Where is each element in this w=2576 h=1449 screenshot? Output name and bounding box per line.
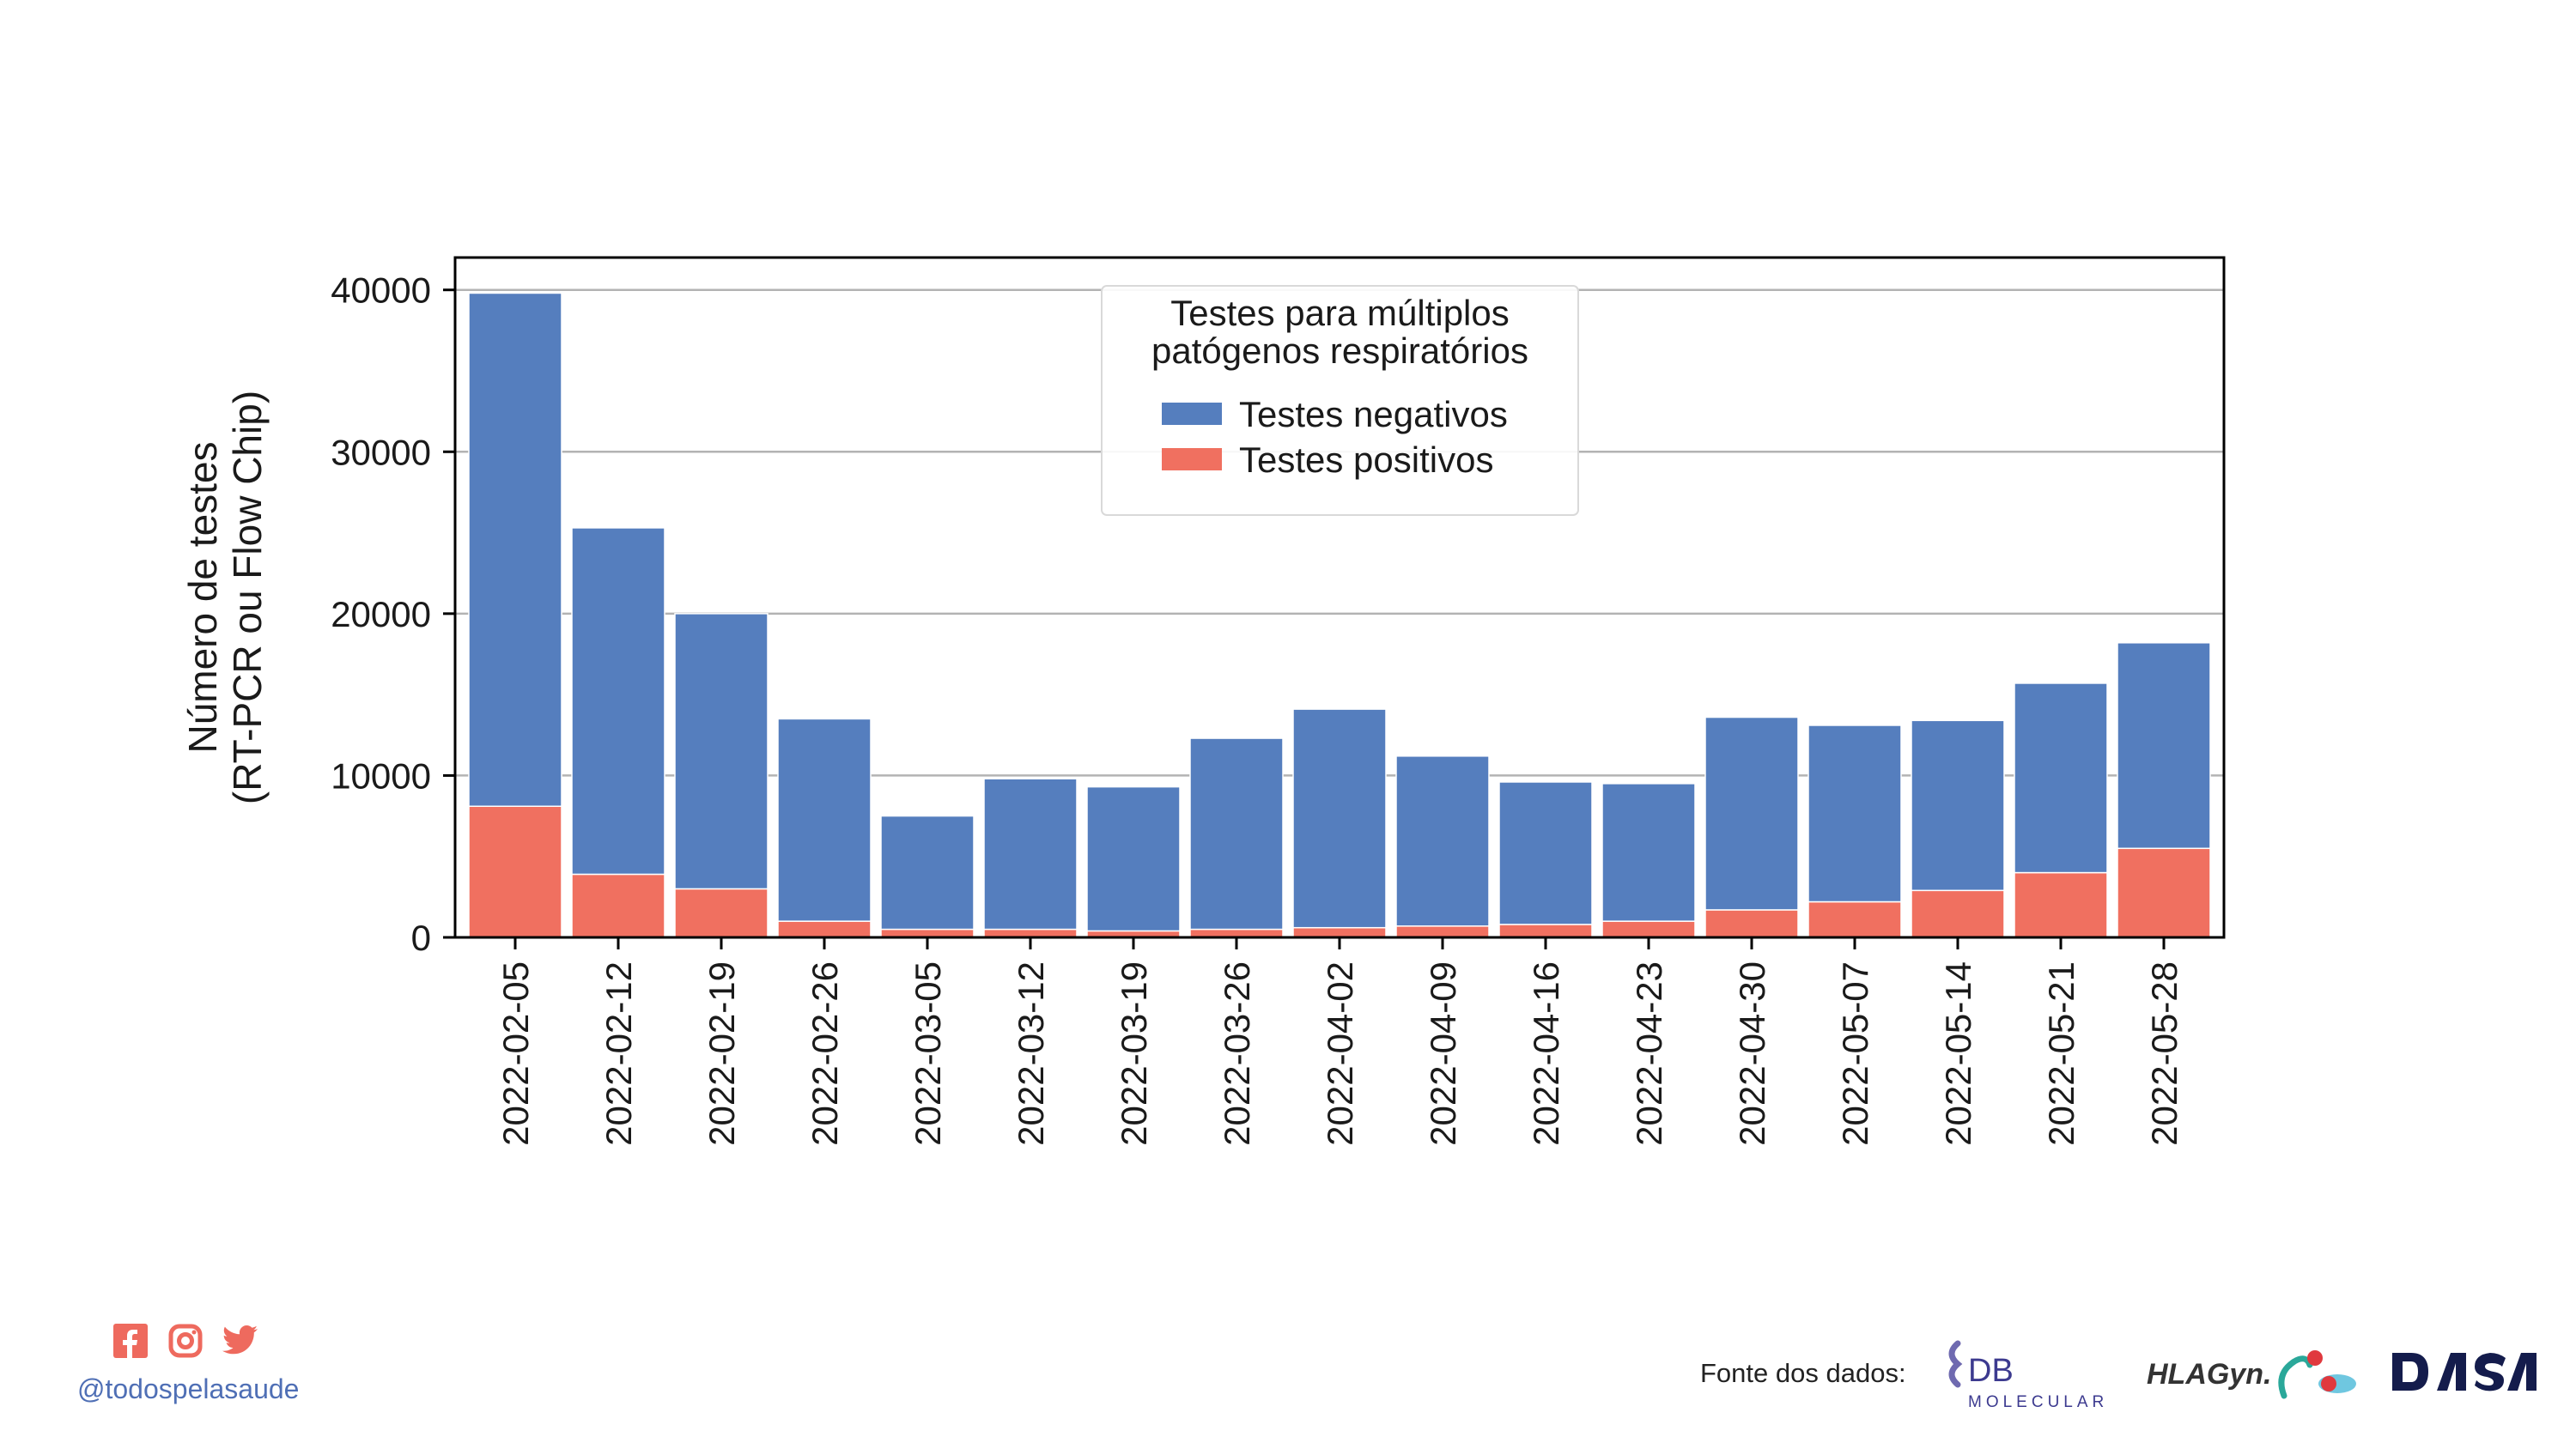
bar-negativos: [777, 718, 872, 922]
bar-positivos: [1601, 920, 1696, 938]
bar-negativos: [1292, 708, 1387, 929]
legend-swatch: [1162, 403, 1222, 425]
y-tick-label: 20000: [331, 594, 431, 634]
bar-positivos: [2117, 847, 2211, 938]
twitter-icon[interactable]: [222, 1322, 259, 1360]
bar-negativos: [1395, 755, 1490, 927]
hlagyn-logo-mark: HLAGyn.: [2147, 1358, 2271, 1391]
social-handle[interactable]: @todospelasaude: [77, 1373, 300, 1404]
hlagyn-logo: HLAGyn.: [2147, 1350, 2356, 1399]
y-axis-label-line1: Número de testes: [180, 441, 225, 753]
legend-title-line2: patógenos respiratórios: [1151, 330, 1528, 371]
x-tick-label: 2022-04-30: [1732, 961, 1772, 1146]
x-tick-label: 2022-02-12: [598, 961, 639, 1146]
instagram-icon[interactable]: [167, 1322, 204, 1360]
x-tick-label: 2022-04-23: [1629, 961, 1669, 1146]
bar-positivos: [1704, 909, 1799, 938]
y-tick-label: 30000: [331, 432, 431, 472]
x-tick-label: 2022-03-12: [1011, 961, 1051, 1146]
bar-negativos: [983, 778, 1078, 931]
y-tick-label: 10000: [331, 755, 431, 796]
x-tick-label: 2022-02-05: [495, 961, 536, 1146]
y-tick-label: 40000: [331, 270, 431, 311]
x-tick-label: 2022-03-05: [908, 961, 948, 1146]
bar-negativos: [468, 292, 562, 808]
db-molecular-logo: DB MOLECULAR: [1948, 1340, 2108, 1411]
bar-negativos: [1086, 785, 1181, 932]
x-tick-label: 2022-02-19: [702, 961, 742, 1146]
bar-positivos: [1911, 889, 2005, 938]
x-tick-label: 2022-05-07: [1835, 961, 1875, 1146]
bar-positivos: [674, 888, 769, 938]
bar-negativos: [1601, 783, 1696, 922]
bar-positivos: [1395, 925, 1490, 938]
bars: [468, 292, 2211, 938]
x-tick-label: 2022-05-28: [2144, 961, 2184, 1146]
legend: Testes para múltiplos patógenos respirat…: [1101, 285, 1579, 516]
y-axis: 0 10000 20000 30000 40000: [331, 270, 455, 958]
x-axis: 2022-02-05 2022-02-12 2022-02-19 2022-02-26…: [495, 937, 2184, 1146]
bar-positivos: [2014, 871, 2108, 938]
dasa-logo: [2392, 1353, 2537, 1391]
bar-negativos: [1498, 781, 1593, 925]
legend-label: Testes positivos: [1239, 440, 1493, 480]
bar-negativos: [2117, 642, 2211, 850]
x-tick-label: 2022-05-21: [2041, 961, 2081, 1146]
social-links: [112, 1322, 259, 1360]
legend-items: Testes negativos Testes positivos: [1162, 394, 1508, 480]
bar-negativos: [880, 815, 975, 931]
legend-swatch: [1162, 448, 1222, 470]
bar-negativos: [1911, 719, 2005, 892]
bar-negativos: [2014, 682, 2108, 874]
facebook-icon[interactable]: [112, 1322, 149, 1360]
x-tick-label: 2022-04-16: [1526, 961, 1566, 1146]
bar-positivos: [1807, 900, 1902, 938]
x-tick-label: 2022-02-26: [805, 961, 845, 1146]
y-tick-label: 0: [411, 918, 431, 958]
bar-positivos: [571, 873, 665, 938]
bar-positivos: [1498, 924, 1593, 938]
bar-negativos: [674, 613, 769, 890]
x-tick-label: 2022-03-19: [1114, 961, 1154, 1146]
source-label: Fonte dos dados:: [1700, 1358, 1906, 1388]
y-axis-label: Número de testes (RT-PCR ou Flow Chip): [180, 391, 270, 804]
y-axis-label-line2: (RT-PCR ou Flow Chip): [225, 391, 270, 804]
bar-negativos: [1189, 737, 1284, 931]
x-tick-label: 2022-05-14: [1938, 961, 1978, 1146]
bar-negativos: [571, 527, 665, 876]
legend-label: Testes negativos: [1239, 394, 1508, 434]
legend-title-line1: Testes para múltiplos: [1170, 293, 1510, 333]
bar-negativos: [1807, 724, 1902, 903]
x-tick-label: 2022-04-09: [1423, 961, 1463, 1146]
x-tick-label: 2022-03-26: [1217, 961, 1257, 1146]
x-tick-label: 2022-04-02: [1320, 961, 1360, 1146]
db-logo-mark: DB: [1968, 1353, 2014, 1389]
bar-positivos: [468, 805, 562, 938]
bar-positivos: [1292, 926, 1387, 938]
bar-positivos: [777, 920, 872, 938]
bar-negativos: [1704, 716, 1799, 911]
db-logo-sub: MOLECULAR: [1968, 1393, 2108, 1411]
